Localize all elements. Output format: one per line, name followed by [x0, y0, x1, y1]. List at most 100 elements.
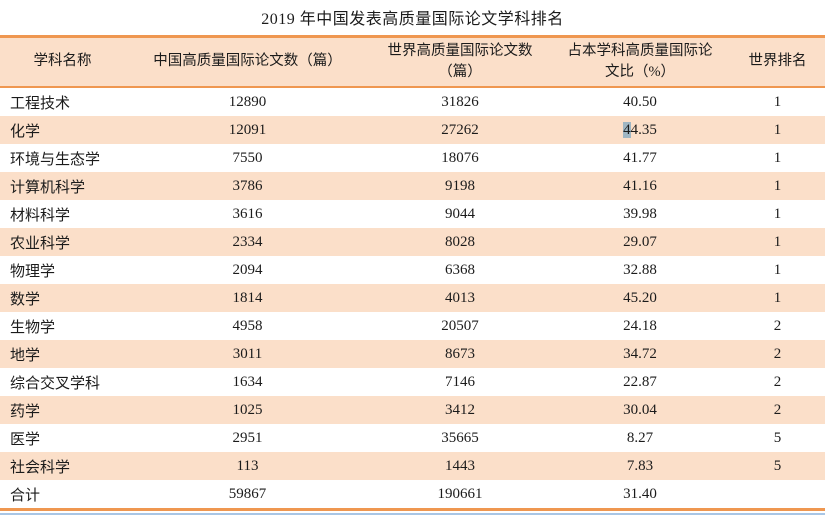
cell-subject: 社会科学	[10, 459, 71, 476]
table-row: 生物学 4958 20507 24.18 2	[0, 312, 825, 340]
table-row: 环境与生态学 7550 18076 41.77 1	[0, 144, 825, 172]
cell-share-percent: 44.35	[623, 121, 657, 138]
cell-china-papers: 1814	[232, 289, 263, 306]
table-row: 药学 1025 3412 30.04 2	[0, 396, 825, 424]
cell-share-percent: 41.16	[623, 177, 657, 194]
cell-world-rank: 1	[773, 177, 782, 194]
bottom-rule	[0, 508, 825, 511]
cell-world-papers: 31826	[441, 93, 479, 110]
cell-china-papers: 12091	[228, 121, 267, 138]
cell-world-rank	[730, 480, 825, 508]
cell-world-papers: 18076	[441, 149, 479, 166]
cell-china-papers: 4958	[232, 317, 263, 334]
cell-china-papers: 7550	[232, 149, 263, 166]
cell-share-percent: 24.18	[623, 317, 657, 334]
cell-share-percent: 7.83	[626, 457, 654, 474]
cell-world-papers: 3412	[445, 401, 475, 418]
cell-world-rank: 1	[773, 93, 782, 110]
cell-world-papers: 1443	[445, 457, 475, 474]
cell-subject: 数学	[10, 291, 41, 308]
page-bottom-line	[0, 513, 825, 515]
table-row: 合计 59867 190661 31.40	[0, 480, 825, 508]
col-header-subject: 学科名称	[0, 38, 125, 88]
cell-subject: 材料科学	[10, 207, 71, 224]
cell-world-rank: 2	[773, 373, 782, 390]
cell-subject: 药学	[10, 403, 41, 420]
table-row: 材料科学 3616 9044 39.98 1	[0, 200, 825, 228]
cell-world-papers: 20507	[441, 317, 479, 334]
top-rule	[0, 35, 825, 38]
cell-subject: 农业科学	[10, 235, 71, 252]
cell-share-percent: 45.20	[623, 289, 657, 306]
cell-china-papers: 1634	[232, 373, 263, 390]
cell-subject: 物理学	[10, 263, 56, 280]
cell-world-rank: 2	[773, 401, 782, 418]
table-row: 地学 3011 8673 34.72 2	[0, 340, 825, 368]
cell-subject: 生物学	[10, 319, 56, 336]
col-header-china-papers: 中国高质量国际论文数（篇）	[125, 38, 370, 88]
cell-world-rank: 5	[773, 429, 782, 446]
cell-china-papers: 3011	[232, 345, 263, 362]
table-row: 工程技术 12890 31826 40.50 1	[0, 87, 825, 116]
cell-subject: 医学	[10, 431, 41, 448]
col-header-share-percent: 占本学科高质量国际论文比（%）	[550, 38, 730, 88]
cell-world-papers: 35665	[441, 429, 479, 446]
table-header: 学科名称 中国高质量国际论文数（篇） 世界高质量国际论文数（篇） 占本学科高质量…	[0, 38, 825, 88]
cell-share-percent: 29.07	[623, 233, 657, 250]
table-body: 工程技术 12890 31826 40.50 1 化学 12091 27262 44.35 1 环境…	[0, 87, 825, 508]
cell-world-papers: 8673	[445, 345, 475, 362]
cell-share-percent: 41.77	[623, 149, 657, 166]
cell-world-rank: 1	[773, 233, 782, 250]
cell-share-percent: 22.87	[623, 373, 657, 390]
cell-world-rank: 2	[773, 345, 782, 362]
cell-subject: 工程技术	[10, 95, 71, 112]
cell-world-papers: 6368	[445, 261, 475, 278]
cell-china-papers: 2334	[232, 233, 263, 250]
cell-subject: 计算机科学	[10, 179, 86, 196]
cell-subject: 化学	[10, 123, 41, 140]
cell-share-percent: 40.50	[623, 93, 657, 110]
cell-subject: 地学	[10, 347, 41, 364]
cell-subject: 环境与生态学	[10, 151, 101, 168]
table-row: 农业科学 2334 8028 29.07 1	[0, 228, 825, 256]
table-row: 计算机科学 3786 9198 41.16 1	[0, 172, 825, 200]
table-row: 化学 12091 27262 44.35 1	[0, 116, 825, 144]
table-row: 医学 2951 35665 8.27 5	[0, 424, 825, 452]
cell-china-papers: 12890	[228, 93, 267, 110]
cell-world-papers: 9044	[445, 205, 475, 222]
cell-china-papers: 59867	[228, 485, 267, 502]
cell-share-percent: 39.98	[623, 205, 657, 222]
cell-world-papers: 7146	[445, 373, 475, 390]
cell-china-papers: 2094	[232, 261, 263, 278]
cell-world-rank: 1	[773, 289, 782, 306]
cell-world-rank: 1	[773, 149, 782, 166]
col-header-world-papers: 世界高质量国际论文数（篇）	[370, 38, 550, 88]
cell-share-percent: 34.72	[623, 345, 657, 362]
cell-china-papers: 3786	[232, 177, 263, 194]
cell-china-papers: 2951	[232, 429, 263, 446]
cell-share-percent: 8.27	[626, 429, 654, 446]
cell-china-papers: 1025	[232, 401, 263, 418]
cell-world-papers: 9198	[445, 177, 475, 194]
cell-china-papers: 113	[236, 457, 259, 474]
table-row: 物理学 2094 6368 32.88 1	[0, 256, 825, 284]
cell-share-percent: 31.40	[623, 485, 657, 502]
cell-subject: 综合交叉学科	[10, 375, 101, 392]
table-row: 数学 1814 4013 45.20 1	[0, 284, 825, 312]
cell-world-rank: 1	[773, 121, 782, 138]
cell-world-rank: 5	[773, 457, 782, 474]
col-header-world-rank: 世界排名	[730, 38, 825, 88]
header-row: 学科名称 中国高质量国际论文数（篇） 世界高质量国际论文数（篇） 占本学科高质量…	[0, 38, 825, 88]
cell-world-papers: 4013	[445, 289, 475, 306]
ranking-table: 学科名称 中国高质量国际论文数（篇） 世界高质量国际论文数（篇） 占本学科高质量…	[0, 38, 825, 508]
cell-world-rank: 1	[773, 261, 782, 278]
table-title: 2019 年中国发表高质量国际论文学科排名	[261, 11, 564, 28]
table-row: 综合交叉学科 1634 7146 22.87 2	[0, 368, 825, 396]
table-row: 社会科学 113 1443 7.83 5	[0, 452, 825, 480]
cell-share-percent: 30.04	[623, 401, 657, 418]
cell-world-rank: 2	[773, 317, 782, 334]
cell-world-papers: 27262	[441, 121, 479, 138]
cell-world-papers: 8028	[445, 233, 475, 250]
cell-share-percent: 32.88	[623, 261, 657, 278]
